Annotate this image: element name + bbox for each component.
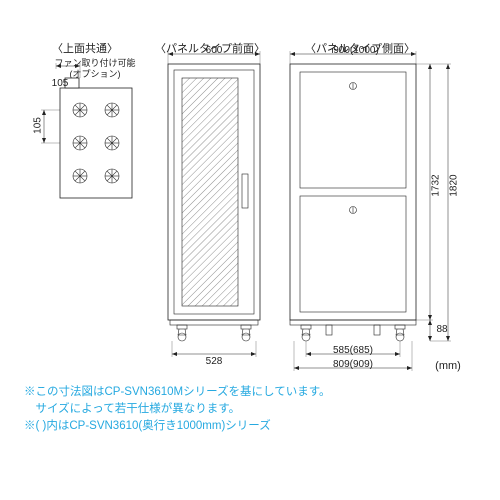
dim-88: 88	[430, 324, 454, 335]
dim-1732: 1732	[431, 174, 442, 198]
unit-label: (mm)	[426, 360, 470, 372]
diagram-svg	[30, 40, 470, 400]
dim-528: 528	[194, 356, 234, 367]
side-view	[290, 51, 451, 371]
note-line3: ※( )内はCP-SVN3610(奥行き1000mm)シリーズ	[24, 418, 271, 435]
dim-600: 600	[194, 45, 234, 56]
dim-585: 585(685)	[318, 345, 388, 356]
dim-105v: 105	[33, 114, 44, 138]
dim-809: 809(909)	[318, 359, 388, 370]
dim-1820: 1820	[449, 174, 460, 198]
dim-900: 900(1000)	[316, 45, 396, 56]
note-line2: サイズによって若干仕様が異なります。	[24, 401, 240, 418]
dim-105h: 105	[48, 78, 72, 89]
front-view	[168, 51, 260, 357]
note-line1: ※この寸法図はCP-SVN3610Mシリーズを基にしています。	[24, 384, 331, 401]
